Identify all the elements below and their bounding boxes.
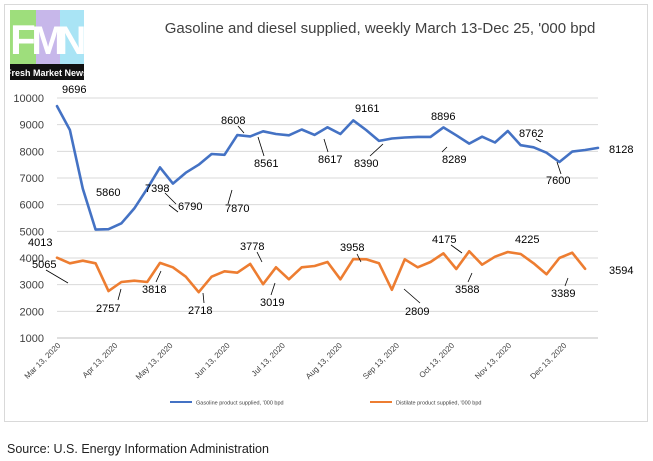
chart-title: Gasoline and diesel supplied, weekly Mar… bbox=[164, 20, 596, 37]
chart-frame bbox=[4, 4, 648, 422]
logo-letter-n: N bbox=[58, 19, 84, 63]
fmn-logo: F M N Fresh Market News bbox=[10, 10, 84, 80]
source-note: Source: U.S. Energy Information Administ… bbox=[7, 442, 269, 456]
logo-letter-f: F bbox=[10, 16, 36, 63]
logo-letter-m: M bbox=[31, 19, 64, 63]
logo-text: Fresh Market News bbox=[10, 68, 84, 78]
